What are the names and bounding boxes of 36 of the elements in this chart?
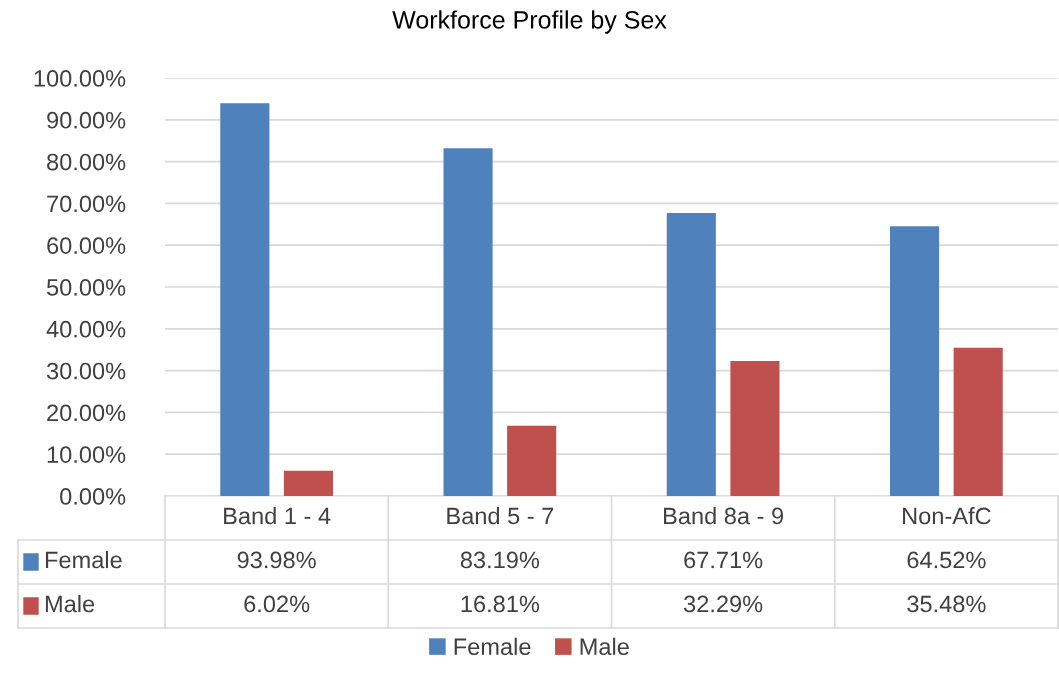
- data-label: 32.29%: [683, 595, 763, 613]
- y-tick-label: 50.00%: [46, 279, 126, 296]
- data-label: 83.19%: [460, 551, 540, 569]
- x-tick-label: Non-AfC: [903, 507, 991, 525]
- bar: [443, 148, 493, 496]
- y-tick-label: 80.00%: [47, 153, 126, 171]
- bar: [220, 103, 270, 496]
- bar: [507, 425, 557, 496]
- data-label: 6.02%: [244, 595, 310, 613]
- y-tick-label: 10.00%: [47, 446, 126, 463]
- y-tick-label: 70.00%: [47, 195, 126, 213]
- data-label: 16.81%: [461, 595, 540, 613]
- y-tick-label: 20.00%: [47, 404, 126, 422]
- data-label: 35.48%: [907, 595, 986, 613]
- x-tick-label: Band 8a - 9: [664, 506, 784, 525]
- y-tick-label: 90.00%: [47, 111, 126, 129]
- data-label: 64.52%: [907, 551, 986, 569]
- y-tick-label: 40.00%: [46, 320, 126, 338]
- text: Male: [45, 594, 95, 613]
- y-tick-label: 30.00%: [46, 362, 126, 380]
- chart-title: Workforce Profile by Sex: [392, 10, 667, 34]
- bar: [283, 470, 333, 496]
- legend-label: Male: [580, 637, 629, 656]
- bar: [666, 212, 716, 496]
- y-tick-label: 60.00%: [47, 237, 126, 254]
- text: Female: [454, 637, 531, 656]
- bar: [890, 226, 940, 496]
- x-tick-label: Band 1 - 4: [224, 506, 331, 525]
- legend-label: Female: [45, 550, 122, 569]
- bar: [953, 347, 1003, 496]
- y-tick-label: 0.00%: [60, 488, 126, 505]
- data-label: 67.71%: [684, 551, 763, 569]
- bar: [730, 361, 780, 496]
- x-tick-label: Band 5 - 7: [447, 506, 554, 525]
- y-tick-label: 100.00%: [34, 70, 126, 87]
- data-label: 93.98%: [237, 551, 316, 569]
